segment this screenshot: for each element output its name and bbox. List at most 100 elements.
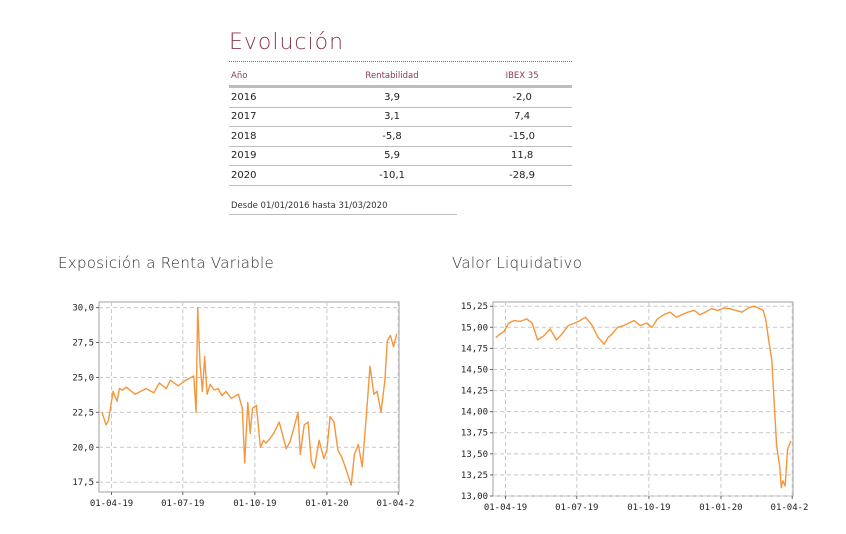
data-point bbox=[105, 424, 107, 426]
data-point bbox=[723, 307, 725, 309]
data-point bbox=[729, 308, 731, 310]
data-point bbox=[656, 318, 659, 320]
data-point bbox=[101, 411, 103, 413]
data-point bbox=[153, 392, 155, 394]
data-point bbox=[669, 311, 671, 313]
data-point bbox=[503, 330, 505, 333]
chart-exposicion-renta-variable: 17,5 20,0 22,5 25,0 27,5 30,0 01-04-19 01-07-19… bbox=[72, 301, 414, 509]
data-point bbox=[392, 346, 395, 348]
data-point bbox=[597, 336, 599, 338]
data-point bbox=[735, 309, 737, 311]
data-point bbox=[230, 397, 232, 399]
data-point bbox=[762, 309, 764, 311]
data-point bbox=[567, 325, 569, 327]
data-point bbox=[537, 339, 539, 341]
data-point bbox=[357, 443, 359, 446]
data-point bbox=[247, 402, 249, 404]
data-point bbox=[209, 383, 211, 385]
y-tick-label: 17,5 bbox=[72, 478, 94, 488]
cell-year: 2019 bbox=[229, 146, 312, 166]
data-point bbox=[299, 453, 301, 455]
data-point bbox=[790, 440, 792, 442]
data-point bbox=[741, 311, 743, 313]
y-tick-label: 13,25 bbox=[461, 471, 488, 481]
data-point bbox=[197, 307, 199, 309]
cell-rentabilidad: -10,1 bbox=[311, 165, 473, 186]
data-point bbox=[221, 395, 223, 397]
note-underline bbox=[229, 214, 457, 215]
data-point bbox=[323, 457, 325, 460]
data-point bbox=[241, 407, 243, 409]
x-tick-label: 01-07-19 bbox=[555, 503, 598, 513]
y-tick-label: 14,25 bbox=[461, 387, 488, 397]
data-point bbox=[255, 404, 257, 406]
data-point bbox=[269, 438, 271, 440]
x-tick-label: 01-04-20 bbox=[377, 499, 414, 509]
data-point bbox=[396, 333, 398, 335]
x-tick-label: 01-01-20 bbox=[305, 499, 348, 509]
column-header-rentabilidad: Rentabilidad bbox=[311, 67, 473, 88]
cell-rentabilidad: 3,1 bbox=[311, 107, 473, 127]
data-point bbox=[169, 379, 171, 381]
data-point bbox=[782, 480, 784, 482]
data-point bbox=[341, 456, 343, 458]
column-header-ibex: IBEX 35 bbox=[472, 67, 572, 88]
data-point bbox=[765, 318, 767, 320]
period-note: Desde 01/01/2016 hasta 31/03/2020 bbox=[231, 201, 388, 211]
data-point bbox=[616, 326, 619, 328]
data-point bbox=[687, 311, 689, 313]
data-point bbox=[262, 439, 265, 441]
cell-ibex: -28,9 bbox=[472, 165, 572, 186]
cell-rentabilidad: 5,9 bbox=[311, 146, 473, 166]
table-row: 2017 3,1 7,4 bbox=[229, 107, 572, 127]
data-point bbox=[699, 314, 701, 316]
y-tick-label: 25,0 bbox=[72, 373, 94, 383]
data-point bbox=[710, 308, 713, 310]
y-tick-label: 13,75 bbox=[461, 429, 488, 439]
data-point bbox=[244, 462, 246, 464]
data-point bbox=[645, 322, 648, 324]
data-point bbox=[759, 308, 761, 310]
y-tick-label: 13,00 bbox=[461, 492, 488, 502]
chart-title-valor-liquidativo: Valor Liquidativo bbox=[452, 254, 583, 272]
data-point bbox=[681, 314, 683, 316]
cell-year: 2020 bbox=[229, 165, 312, 186]
y-tick-label: 14,50 bbox=[461, 365, 488, 375]
data-point bbox=[251, 407, 254, 409]
cell-year: 2016 bbox=[229, 86, 312, 108]
data-point bbox=[337, 449, 339, 451]
y-tick-label: 14,00 bbox=[461, 408, 488, 418]
cell-year: 2018 bbox=[229, 126, 312, 147]
cell-ibex: -15,0 bbox=[472, 126, 572, 147]
y-tick-label: 15,25 bbox=[461, 302, 488, 312]
table-header-row: Año Rentabilidad IBEX 35 bbox=[229, 67, 572, 88]
data-point bbox=[768, 339, 770, 341]
data-point bbox=[237, 393, 239, 395]
data-point bbox=[543, 335, 545, 337]
data-point bbox=[185, 379, 187, 381]
x-tick-label: 01-10-19 bbox=[233, 499, 276, 509]
y-tick-label: 27,5 bbox=[72, 339, 94, 349]
y-tick-label: 20,0 bbox=[72, 443, 94, 453]
data-point bbox=[206, 393, 208, 395]
data-point bbox=[639, 325, 641, 327]
data-point bbox=[611, 333, 613, 335]
data-point bbox=[513, 320, 515, 322]
data-point bbox=[627, 322, 630, 324]
data-point bbox=[384, 379, 386, 381]
data-point bbox=[693, 309, 695, 311]
data-point bbox=[297, 411, 299, 413]
cell-rentabilidad: 3,9 bbox=[311, 86, 473, 108]
data-point bbox=[786, 449, 789, 451]
data-point bbox=[125, 386, 127, 388]
data-point bbox=[495, 336, 497, 338]
plot-frame bbox=[98, 301, 400, 493]
data-point bbox=[313, 467, 315, 469]
data-point bbox=[704, 311, 706, 313]
chart-title-exposicion: Exposición a Renta Variable bbox=[58, 254, 275, 272]
table-row: 2018 -5,8 -15,0 bbox=[229, 126, 572, 147]
data-point bbox=[663, 314, 665, 316]
cell-ibex: -2,0 bbox=[472, 86, 572, 108]
data-point bbox=[747, 307, 749, 309]
data-point bbox=[213, 389, 215, 391]
